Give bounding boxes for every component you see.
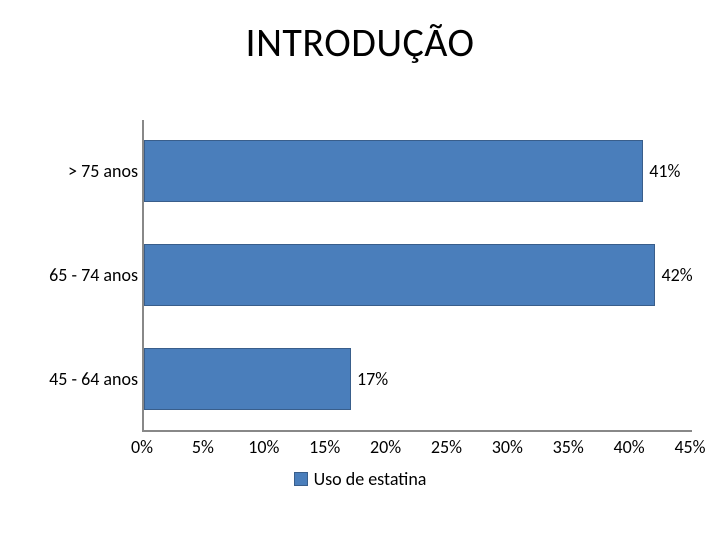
x-tick-label: 15% — [309, 436, 340, 458]
page-title: INTRODUÇÃO — [0, 18, 720, 67]
x-tick-label: 30% — [492, 436, 523, 458]
legend-label: Uso de estatina — [314, 468, 427, 490]
x-tick-label: 40% — [614, 436, 645, 458]
bar-value-label: 42% — [655, 244, 692, 306]
x-axis-ticks: 0% 5% 10% 15% 20% 25% 30% 35% 40% 45% — [142, 436, 690, 460]
x-tick-label: 25% — [431, 436, 462, 458]
bar — [144, 140, 643, 202]
bar-chart: > 75 anos 65 - 74 anos 45 - 64 anos 41% … — [30, 120, 690, 510]
plot-area: 41% 42% 17% — [142, 120, 692, 432]
x-tick-label: 35% — [553, 436, 584, 458]
bar-value-label: 41% — [643, 140, 680, 202]
x-tick-label: 20% — [370, 436, 401, 458]
x-tick-label: 0% — [131, 436, 153, 458]
y-category-label: 65 - 74 anos — [30, 244, 144, 306]
x-tick-label: 45% — [674, 436, 705, 458]
legend: Uso de estatina — [30, 468, 690, 490]
slide: INTRODUÇÃO > 75 anos 65 - 74 anos 45 - 6… — [0, 0, 720, 540]
x-tick-label: 5% — [192, 436, 214, 458]
bar — [144, 348, 351, 410]
bar-value-label: 17% — [351, 348, 388, 410]
y-category-label: > 75 anos — [30, 140, 144, 202]
legend-swatch-icon — [294, 472, 308, 486]
bar — [144, 244, 655, 306]
y-category-label: 45 - 64 anos — [30, 348, 144, 410]
x-tick-label: 10% — [248, 436, 279, 458]
